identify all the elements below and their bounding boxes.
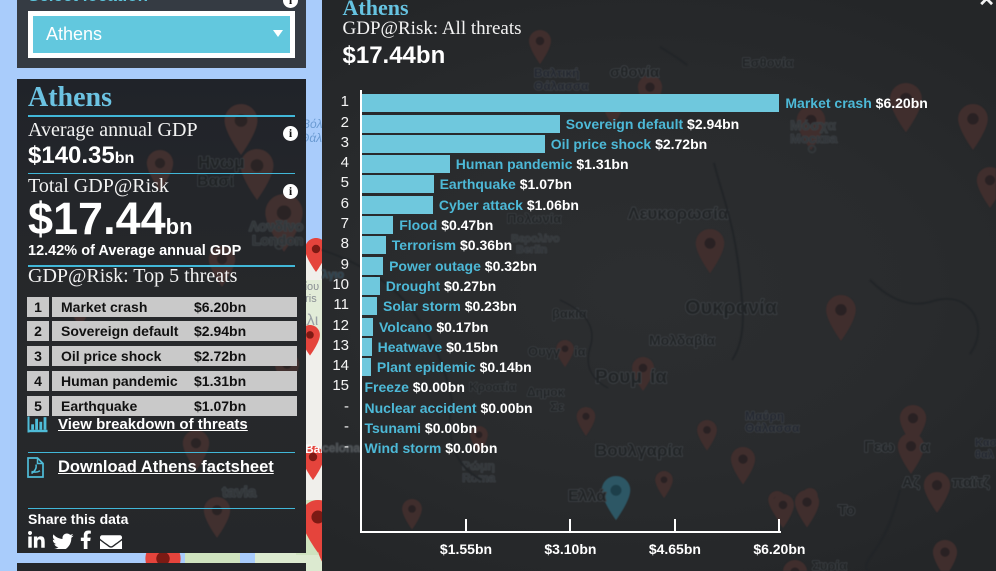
svg-text:α: α: [920, 439, 930, 456]
svg-text:Σε: Σε: [550, 399, 564, 414]
svg-text:Москва: Москва: [790, 131, 838, 146]
svg-text:λγιο: λγιο: [322, 269, 344, 281]
svg-text:Μαύρη: Μαύρη: [745, 409, 784, 423]
svg-text:London: London: [252, 232, 303, 248]
svg-text:Ουκρανία: Ουκρανία: [685, 297, 778, 319]
svg-text:Μολδαβία: Μολδαβία: [649, 332, 715, 348]
svg-text:παϊτζ: παϊτζ: [952, 474, 990, 491]
svg-text:Βουλγαρία: Βουλγαρία: [595, 441, 683, 460]
svg-text:tavia: tavia: [222, 484, 257, 501]
svg-text:Πολωνία: Πολωνία: [507, 211, 561, 226]
svg-text:Βόλ: Βόλ: [302, 117, 323, 131]
svg-text:Συρία: Συρία: [812, 558, 847, 571]
svg-text:Ρώμη: Ρώμη: [462, 459, 495, 473]
svg-text:Berlin: Berlin: [516, 244, 547, 256]
svg-text:Ουγγ: Ουγγ: [528, 344, 561, 359]
svg-text:θαλ: θαλ: [975, 449, 994, 461]
svg-text:σθονία: σθονία: [610, 64, 660, 81]
svg-text:Δημοκ: Δημοκ: [527, 385, 565, 399]
svg-text:Αζ: Αζ: [902, 474, 920, 491]
svg-text:Γεω: Γεω: [864, 439, 895, 456]
svg-text:Κασ: Κασ: [975, 437, 996, 449]
svg-text:ία: ία: [650, 367, 667, 388]
svg-text:Λονδίνο: Λονδίνο: [249, 218, 303, 234]
svg-text:Βαλτική: Βαλτική: [534, 66, 579, 80]
svg-text:Το: Το: [838, 502, 855, 519]
svg-text:Βar: Βar: [305, 442, 325, 456]
svg-text:Ελλά: Ελλά: [568, 488, 606, 505]
svg-text:Κροατία: Κροατία: [469, 380, 516, 394]
svg-text:Βερολίνο: Βερολίνο: [511, 233, 560, 245]
svg-text:celona: celona: [322, 441, 360, 455]
svg-text:Εσθονία: Εσθονία: [742, 55, 793, 70]
svg-text:Ηνωμ: Ηνωμ: [198, 153, 245, 172]
svg-text:Θάλασσα: Θάλασσα: [534, 79, 589, 93]
svg-text:Λευκορωσία: Λευκορωσία: [628, 204, 729, 223]
svg-text:Ρουμ: Ρουμ: [595, 367, 642, 388]
svg-text:Θάλασσα: Θάλασσα: [745, 421, 800, 435]
svg-text:Μόσχα: Μόσχα: [790, 117, 836, 133]
svg-text:ία: ία: [574, 344, 586, 359]
svg-text:Βασί: Βασί: [197, 173, 234, 190]
